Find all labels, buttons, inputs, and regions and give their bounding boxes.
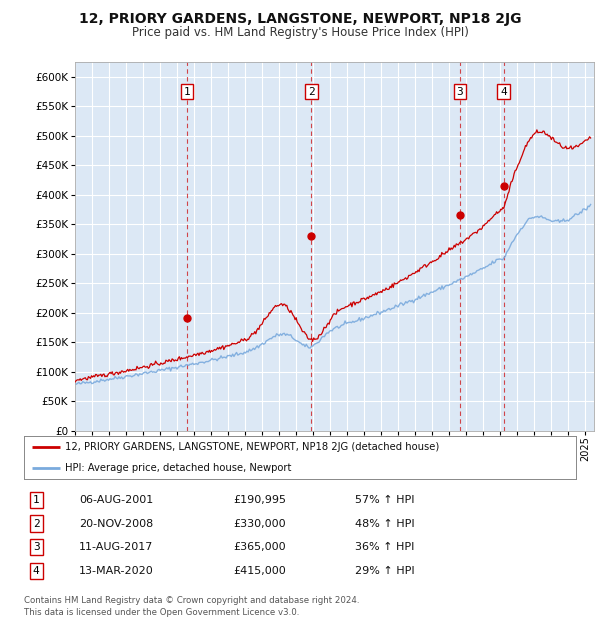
Text: 12, PRIORY GARDENS, LANGSTONE, NEWPORT, NP18 2JG: 12, PRIORY GARDENS, LANGSTONE, NEWPORT, … bbox=[79, 12, 521, 27]
Text: 13-MAR-2020: 13-MAR-2020 bbox=[79, 566, 154, 576]
Text: £190,995: £190,995 bbox=[234, 495, 287, 505]
Text: 20-NOV-2008: 20-NOV-2008 bbox=[79, 518, 154, 528]
Text: 3: 3 bbox=[457, 87, 463, 97]
Text: 2: 2 bbox=[33, 518, 40, 528]
Text: 57% ↑ HPI: 57% ↑ HPI bbox=[355, 495, 415, 505]
Text: 3: 3 bbox=[33, 542, 40, 552]
Text: 12, PRIORY GARDENS, LANGSTONE, NEWPORT, NP18 2JG (detached house): 12, PRIORY GARDENS, LANGSTONE, NEWPORT, … bbox=[65, 442, 440, 452]
Text: 2: 2 bbox=[308, 87, 315, 97]
Text: £415,000: £415,000 bbox=[234, 566, 287, 576]
Text: 1: 1 bbox=[184, 87, 191, 97]
Text: Price paid vs. HM Land Registry's House Price Index (HPI): Price paid vs. HM Land Registry's House … bbox=[131, 26, 469, 39]
Text: 06-AUG-2001: 06-AUG-2001 bbox=[79, 495, 154, 505]
Text: 4: 4 bbox=[500, 87, 507, 97]
Text: £330,000: £330,000 bbox=[234, 518, 286, 528]
Text: 36% ↑ HPI: 36% ↑ HPI bbox=[355, 542, 415, 552]
Text: Contains HM Land Registry data © Crown copyright and database right 2024.
This d: Contains HM Land Registry data © Crown c… bbox=[24, 596, 359, 618]
Text: 4: 4 bbox=[33, 566, 40, 576]
Text: 29% ↑ HPI: 29% ↑ HPI bbox=[355, 566, 415, 576]
Text: HPI: Average price, detached house, Newport: HPI: Average price, detached house, Newp… bbox=[65, 463, 292, 473]
Text: 11-AUG-2017: 11-AUG-2017 bbox=[79, 542, 154, 552]
Text: 1: 1 bbox=[33, 495, 40, 505]
Text: £365,000: £365,000 bbox=[234, 542, 286, 552]
Text: 48% ↑ HPI: 48% ↑ HPI bbox=[355, 518, 415, 528]
